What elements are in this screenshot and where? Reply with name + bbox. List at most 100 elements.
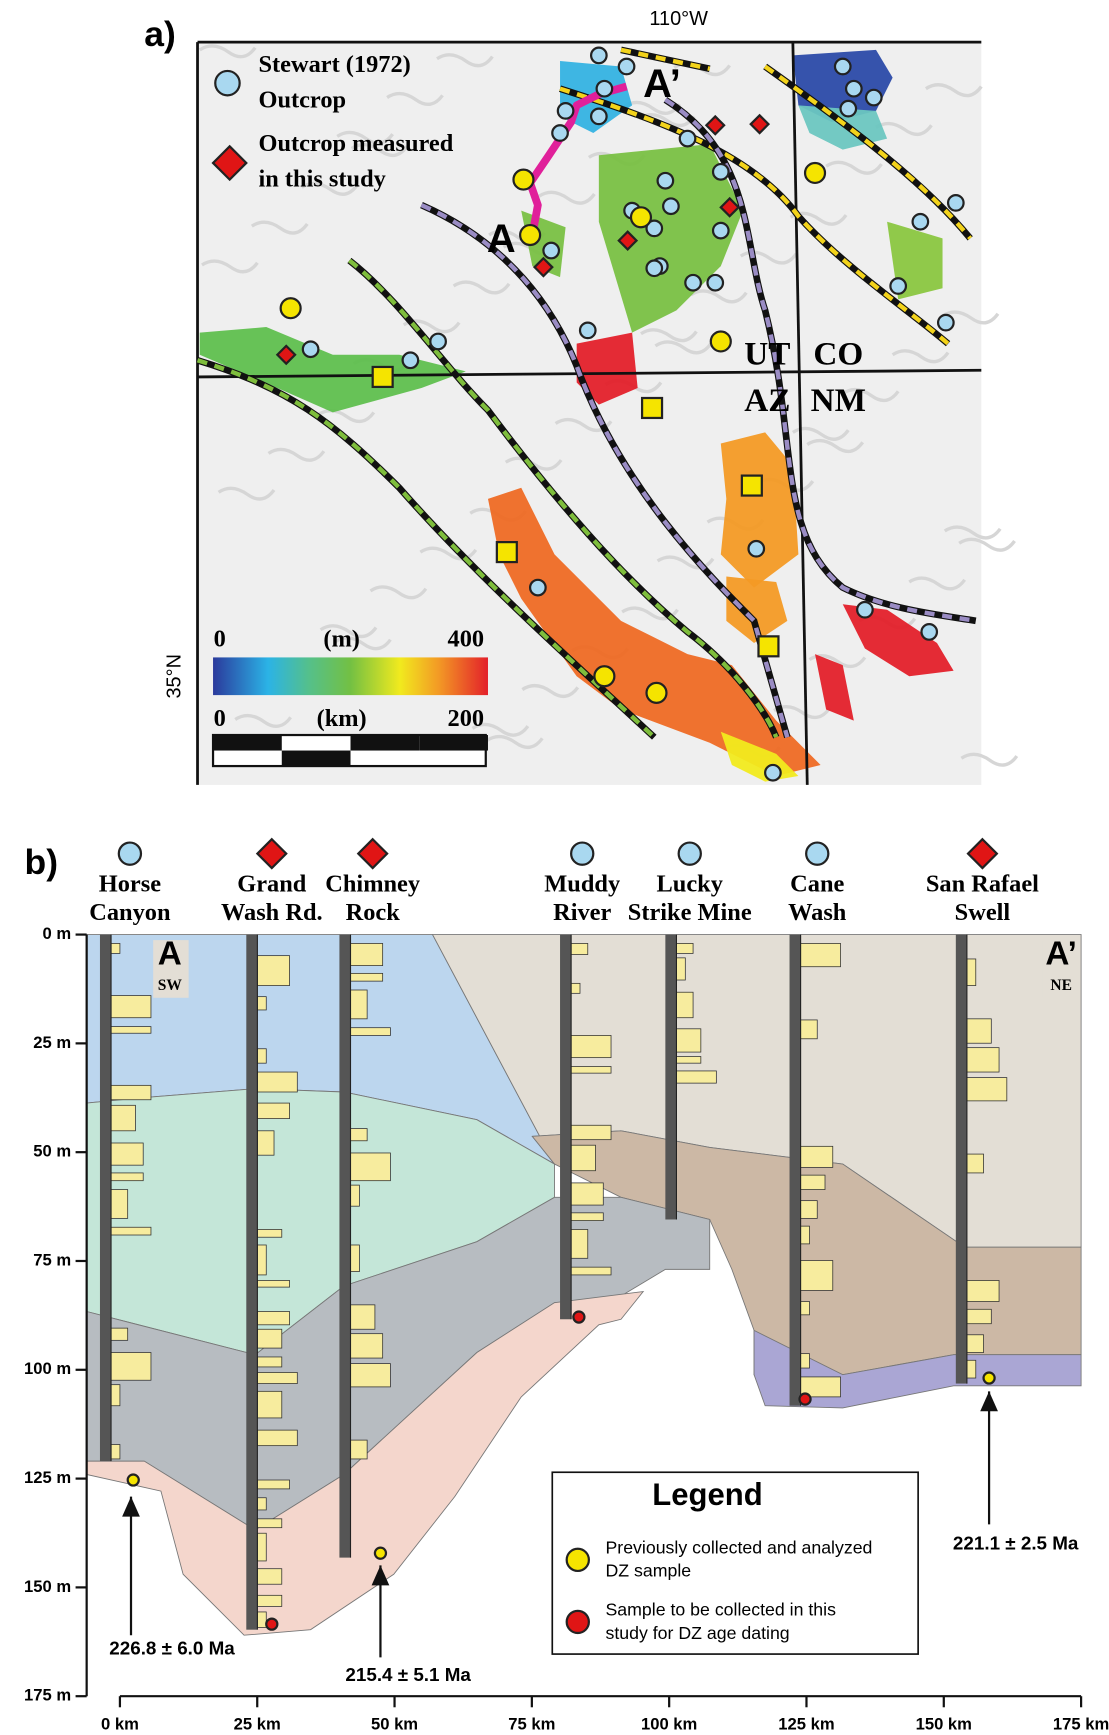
site-marker (680, 131, 696, 147)
sandstone-bed (967, 1280, 999, 1301)
sandstone-bed (111, 943, 120, 953)
label: in this study (258, 165, 385, 192)
sandstone-bed (676, 943, 693, 953)
sandstone-bed (257, 1329, 281, 1348)
sandstone-bed (111, 1445, 120, 1459)
sandstone-bed (111, 1353, 151, 1381)
label: DZ sample (605, 1561, 691, 1581)
label: 221.1 ± 2.5 Ma (953, 1532, 1079, 1553)
label: Muddy (544, 870, 620, 897)
site-marker (591, 109, 607, 125)
sandstone-bed (111, 996, 151, 1018)
site-marker (573, 1312, 584, 1323)
sandstone-bed (801, 1146, 833, 1167)
site-marker (543, 243, 559, 259)
site-marker (679, 843, 701, 865)
label: Horse (99, 870, 161, 897)
sandstone-bed (571, 1035, 611, 1057)
label: study for DZ age dating (605, 1623, 789, 1643)
site-marker (281, 298, 301, 318)
label: A’ (643, 62, 681, 106)
sandstone-bed (571, 1213, 603, 1221)
site-marker (765, 765, 781, 781)
label: Swell (955, 899, 1011, 926)
sandstone-bed (111, 1143, 143, 1165)
label: Legend (652, 1477, 762, 1512)
sandstone-bed (571, 1066, 611, 1073)
label: NE (1050, 977, 1072, 994)
site-marker (567, 1549, 589, 1571)
site-marker (375, 1548, 386, 1559)
sandstone-bed (967, 959, 976, 986)
label: Strike Mine (628, 899, 752, 926)
label: CO (813, 336, 863, 373)
site-marker (571, 843, 593, 865)
sandstone-bed (111, 1027, 151, 1034)
sandstone-bed (351, 1334, 383, 1358)
sandstone-bed (801, 1354, 810, 1368)
site-marker (647, 261, 663, 277)
sandstone-bed (351, 973, 383, 981)
sandstone-bed (967, 1154, 984, 1173)
sandstone-bed (351, 1028, 391, 1036)
site-marker (846, 81, 862, 97)
site-marker (685, 275, 701, 291)
site-marker (580, 323, 596, 339)
label: Outcrop measured (258, 130, 453, 157)
label: 75 km (508, 1714, 555, 1733)
figure: Stewart (1972)OutcropOutcrop measuredin … (0, 0, 1109, 1735)
sandstone-bed (676, 1071, 716, 1083)
site-marker (835, 59, 851, 75)
site-marker (552, 125, 568, 141)
label: 400 (448, 625, 485, 652)
column-strip (790, 935, 801, 1406)
site-marker (921, 624, 937, 640)
scalebar-segment (213, 735, 282, 751)
site-marker (984, 1372, 995, 1383)
label: Wash (788, 899, 847, 926)
label: 200 (448, 705, 485, 732)
sandstone-bed (967, 1309, 991, 1323)
site-marker (594, 666, 614, 686)
sandstone-bed (351, 1440, 368, 1459)
sandstone-bed (351, 990, 368, 1019)
label: 35°N (164, 654, 186, 699)
sandstone-bed (676, 958, 685, 980)
label: A (158, 935, 182, 972)
label: 215.4 ± 5.1 Ma (345, 1664, 471, 1685)
sandstone-bed (257, 997, 266, 1010)
sandstone-bed (257, 1498, 266, 1510)
sandstone-bed (801, 1020, 818, 1039)
scalebar-segment (351, 735, 420, 751)
label: 226.8 ± 6.0 Ma (109, 1638, 235, 1659)
sandstone-bed (257, 1072, 297, 1092)
sandstone-bed (111, 1173, 143, 1181)
site-marker (619, 59, 635, 75)
label: (m) (323, 625, 360, 652)
site-marker (430, 334, 446, 350)
colorbar (213, 657, 488, 695)
label: 100 km (641, 1714, 697, 1733)
site-marker (597, 81, 613, 97)
site-marker (758, 636, 778, 656)
arrow-head (122, 1497, 140, 1517)
label: 0 km (101, 1714, 139, 1733)
site-marker (128, 1474, 139, 1485)
label: Lucky (657, 870, 723, 897)
sandstone-bed (801, 1261, 833, 1291)
sandstone-bed (111, 1227, 151, 1235)
scalebar-segment (282, 751, 351, 767)
label: b) (25, 842, 58, 882)
sandstone-bed (571, 1145, 595, 1170)
site-marker (257, 839, 286, 868)
label: River (553, 899, 611, 926)
label: San Rafael (926, 870, 1039, 897)
label: 50 m (33, 1142, 71, 1161)
label: Wash Rd. (221, 899, 323, 926)
column-strip (100, 935, 111, 1462)
arrow-head (980, 1391, 998, 1411)
label: 150 m (24, 1577, 71, 1596)
site-marker (800, 1394, 811, 1405)
sandstone-bed (571, 1229, 588, 1258)
site-marker (215, 71, 239, 95)
